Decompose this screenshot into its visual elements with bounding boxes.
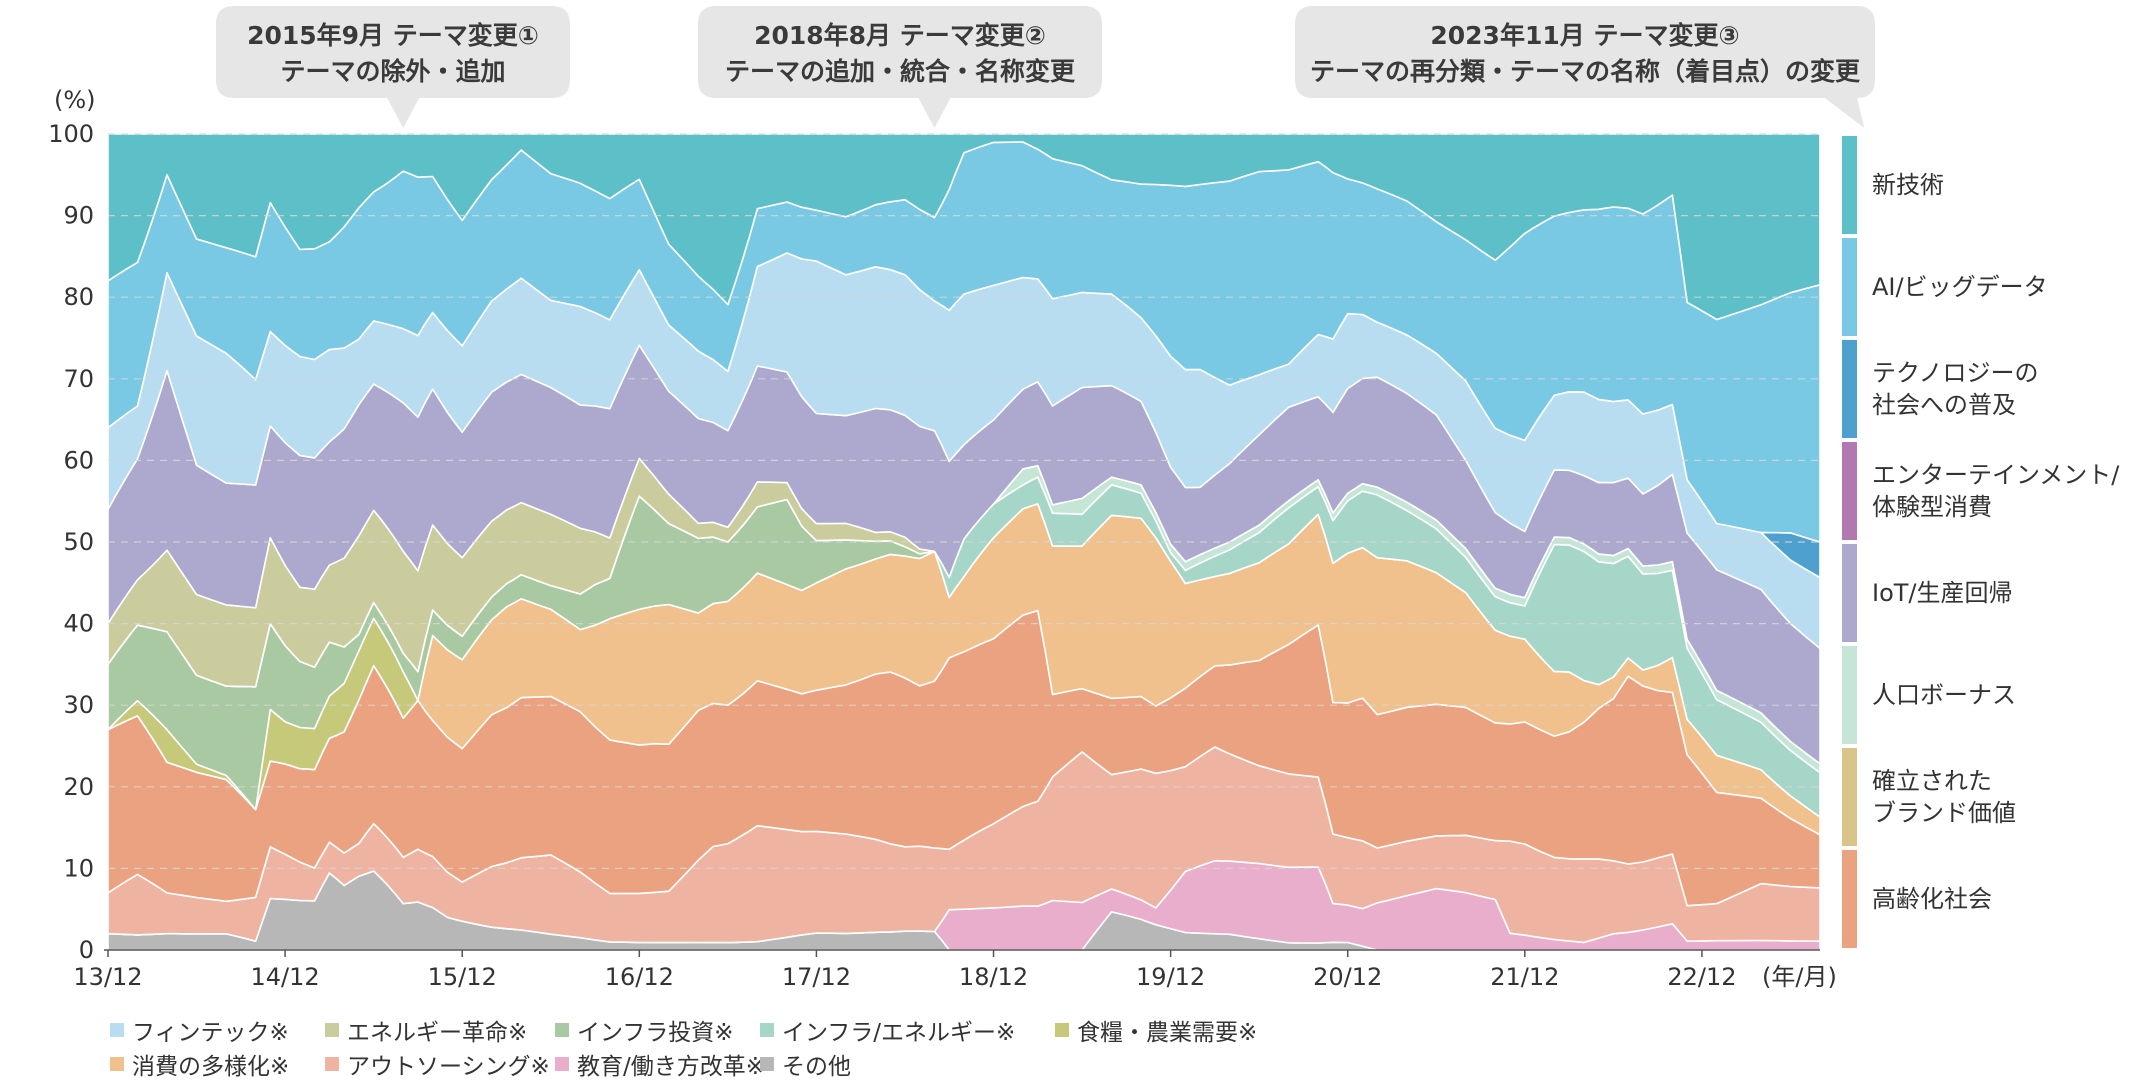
right-legend-swatch	[1842, 136, 1857, 234]
bottom-legend-swatch	[110, 1057, 124, 1071]
right-legend-label: 高齢化社会	[1872, 885, 1992, 913]
right-legend-swatch	[1842, 850, 1857, 948]
right-legend-swatch	[1842, 238, 1857, 336]
y-tick-label: 50	[63, 528, 94, 556]
right-legend-swatch	[1842, 442, 1857, 540]
y-tick-label: 20	[63, 773, 94, 801]
x-tick-label: 22/12	[1667, 963, 1736, 991]
bottom-legend-label: アウトソーシング※	[347, 1054, 550, 1080]
right-legend-swatch	[1842, 340, 1857, 438]
right-legend-label: 確立されたブランド価値	[1872, 767, 2016, 827]
right-legend-label: AI/ビッグデータ	[1872, 273, 2048, 301]
bottom-legend-label: 消費の多様化※	[132, 1054, 289, 1080]
callout-text: 2015年9月 テーマ変更① テーマの除外・追加	[247, 21, 539, 86]
y-unit-label: (%)	[54, 86, 96, 114]
x-tick-label: 13/12	[73, 963, 142, 991]
right-legend-label: テクノロジーの社会への普及	[1872, 359, 2039, 419]
y-tick-label: 40	[63, 610, 94, 638]
right-legend-label: IoT/生産回帰	[1872, 579, 2013, 607]
bottom-legend-label: インフラ投資※	[577, 1020, 734, 1046]
callout-box	[698, 6, 1102, 128]
y-tick-label: 100	[48, 120, 94, 148]
axes: 0 10 20 30 40 50 60 70 80 90 100 13/12 14/12 15/12 16/…	[48, 120, 1820, 991]
bottom-legend-label: その他	[782, 1054, 851, 1080]
right-legend-label: 新技術	[1872, 171, 1944, 199]
right-legend: 新技術 AI/ビッグデータテクノロジーの社会への普及エンターテインメント/体験型消…	[1842, 136, 2120, 948]
bottom-legend-swatch	[110, 1023, 124, 1037]
x-tick-label: 17/12	[782, 963, 851, 991]
y-tick-label: 90	[63, 202, 94, 230]
right-legend-label: 人口ボーナス	[1872, 681, 2016, 709]
x-tick-label: 15/12	[428, 963, 497, 991]
y-tick-label: 0	[79, 936, 94, 964]
bottom-legend-swatch	[325, 1057, 339, 1071]
y-tick-label: 70	[63, 365, 94, 393]
x-tick-label: 20/12	[1313, 963, 1382, 991]
x-tick-label: 14/12	[251, 963, 320, 991]
area-series	[107, 133, 1821, 951]
x-tick-label: 19/12	[1136, 963, 1205, 991]
bottom-legend: フィンテック※ エネルギー革命※ インフラ投資※ インフラ/エネルギー※ 食糧・農業需要…	[110, 1020, 1257, 1080]
bottom-legend-swatch	[555, 1023, 569, 1037]
callout-box	[1295, 6, 1875, 128]
right-legend-label: エンターテインメント/体験型消費	[1872, 461, 2120, 521]
bottom-legend-swatch	[555, 1057, 569, 1071]
bottom-legend-swatch	[1055, 1023, 1069, 1037]
bottom-legend-swatch	[760, 1023, 774, 1037]
bottom-legend-swatch	[760, 1057, 774, 1071]
callout-box	[216, 6, 570, 128]
x-tick-label: 21/12	[1490, 963, 1559, 991]
y-tick-label: 80	[63, 283, 94, 311]
right-legend-swatch	[1842, 544, 1857, 642]
y-tick-label: 10	[63, 854, 94, 882]
y-tick-label: 30	[63, 691, 94, 719]
callout-text: 2023年11月 テーマ変更③ テーマの再分類・テーマの名称（着目点）の変更	[1310, 21, 1861, 86]
bottom-legend-label: フィンテック※	[132, 1020, 289, 1046]
bottom-legend-swatch	[325, 1023, 339, 1037]
theme-change-callouts: 2015年9月 テーマ変更① テーマの除外・追加 2018年8月 テーマ変更② テーマ…	[216, 6, 1875, 128]
right-legend-swatch	[1842, 646, 1857, 744]
callout-text: 2018年8月 テーマ変更② テーマの追加・統合・名称変更	[725, 21, 1076, 86]
bottom-legend-label: 教育/働き方改革※	[577, 1054, 765, 1080]
bottom-legend-label: 食糧・農業需要※	[1077, 1020, 1257, 1046]
y-tick-label: 60	[63, 446, 94, 474]
right-legend-swatch	[1842, 748, 1857, 846]
bottom-legend-label: インフラ/エネルギー※	[782, 1020, 1015, 1046]
bottom-legend-label: エネルギー革命※	[347, 1020, 527, 1046]
x-tick-label: 18/12	[959, 963, 1028, 991]
x-unit-label: (年/月)	[1762, 963, 1837, 991]
x-tick-label: 16/12	[605, 963, 674, 991]
